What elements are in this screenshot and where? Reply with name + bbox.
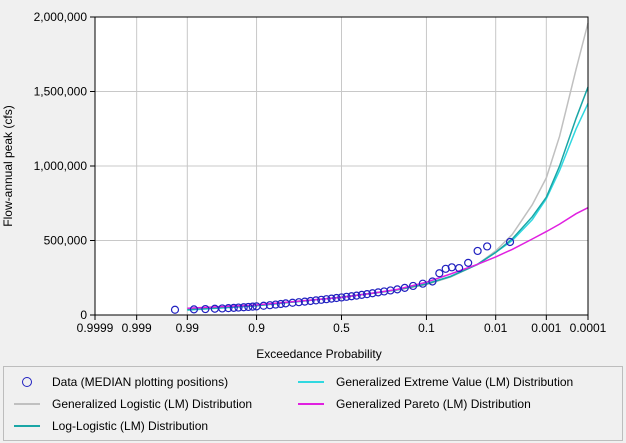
x-tick-label: 0.9 — [248, 321, 265, 335]
y-axis-label: Flow-annual peak (cfs) — [1, 105, 15, 226]
legend-label: Generalized Pareto (LM) Distribution — [336, 397, 531, 411]
y-tick-label: 500,000 — [44, 234, 88, 248]
data-point — [455, 263, 464, 273]
legend-item-gev: Generalized Extreme Value (LM) Distribut… — [296, 375, 573, 389]
gpa-line-icon — [296, 398, 326, 410]
data-point — [473, 246, 482, 256]
data-point — [464, 258, 473, 267]
gev-line-icon — [296, 376, 326, 388]
data-point — [288, 298, 297, 307]
data-point — [362, 290, 372, 299]
data-point — [218, 304, 227, 313]
data-point — [294, 298, 303, 307]
data-point — [234, 303, 243, 312]
legend-item-data: Data (MEDIAN plotting positions) — [12, 375, 228, 389]
data-point — [300, 297, 309, 306]
data-point — [357, 290, 366, 299]
y-tick-label: 0 — [80, 308, 87, 322]
data-point — [505, 237, 515, 247]
data-point — [311, 296, 321, 305]
legend-label: Generalized Logistic (LM) Distribution — [52, 397, 253, 411]
data-point — [322, 295, 331, 304]
x-tick-label: 0.01 — [484, 321, 508, 335]
data-point — [224, 304, 233, 313]
legend-label: Data (MEDIAN plotting positions) — [52, 375, 229, 389]
x-tick-label: 0.99 — [176, 321, 200, 335]
data-point — [409, 281, 418, 291]
data-point — [347, 292, 356, 301]
data-point — [368, 289, 377, 298]
data-point — [400, 283, 409, 292]
data-point — [271, 300, 280, 309]
data-marker-icon — [12, 376, 42, 388]
legend-item-gpa: Generalized Pareto (LM) Distribution — [296, 397, 531, 411]
data-point — [374, 288, 383, 297]
data-point — [276, 299, 285, 309]
x-tick-label: 0.1 — [418, 321, 435, 335]
glo-line-icon — [12, 398, 42, 410]
data-point — [342, 292, 351, 301]
data-point — [435, 269, 444, 278]
data-point — [317, 295, 326, 304]
legend-label: Generalized Extreme Value (LM) Distribut… — [336, 375, 574, 389]
data-point — [170, 305, 180, 314]
y-tick-label: 2,000,000 — [34, 10, 88, 24]
legend-item-glo: Generalized Logistic (LM) Distribution — [12, 397, 252, 411]
data-point — [483, 242, 492, 251]
data-point — [239, 303, 248, 312]
data-point — [248, 302, 257, 311]
data-point — [393, 285, 402, 294]
data-point — [332, 293, 341, 303]
data-point — [337, 293, 346, 302]
data-point — [189, 305, 199, 314]
y-tick-label: 1,500,000 — [34, 85, 88, 99]
frequency-chart: 0.9999 0.999 0.99 0.9 0.5 0.1 0.01 0.001 0.0001 0… — [1, 10, 607, 361]
x-tick-label: 0.0001 — [570, 321, 607, 335]
legend: Data (MEDIAN plotting positions) General… — [3, 366, 623, 441]
data-point — [229, 303, 238, 312]
loglogistic-line-icon — [12, 420, 42, 432]
x-tick-label: 0.5 — [333, 321, 350, 335]
data-point — [265, 301, 274, 310]
series-layer — [170, 22, 589, 314]
x-tick-label: 0.9999 — [77, 321, 114, 335]
data-point — [244, 302, 253, 312]
data-point — [428, 277, 437, 286]
data-point — [259, 301, 268, 310]
data-point — [201, 304, 210, 314]
x-axis-label: Exceedance Probability — [256, 347, 381, 361]
data-point — [306, 296, 315, 306]
data-point — [418, 279, 427, 288]
x-tick-label: 0.999 — [122, 321, 152, 335]
y-tick-label: 1,000,000 — [34, 159, 88, 173]
axes: 0.9999 0.999 0.99 0.9 0.5 0.1 0.01 0.001 0.0001 0… — [34, 10, 607, 335]
data-point — [327, 294, 336, 303]
legend-label: Log-Logistic (LM) Distribution — [52, 419, 209, 433]
x-tick-label: 0.001 — [531, 321, 561, 335]
legend-item-loglogistic: Log-Logistic (LM) Distribution — [12, 419, 208, 433]
data-point — [352, 291, 361, 300]
